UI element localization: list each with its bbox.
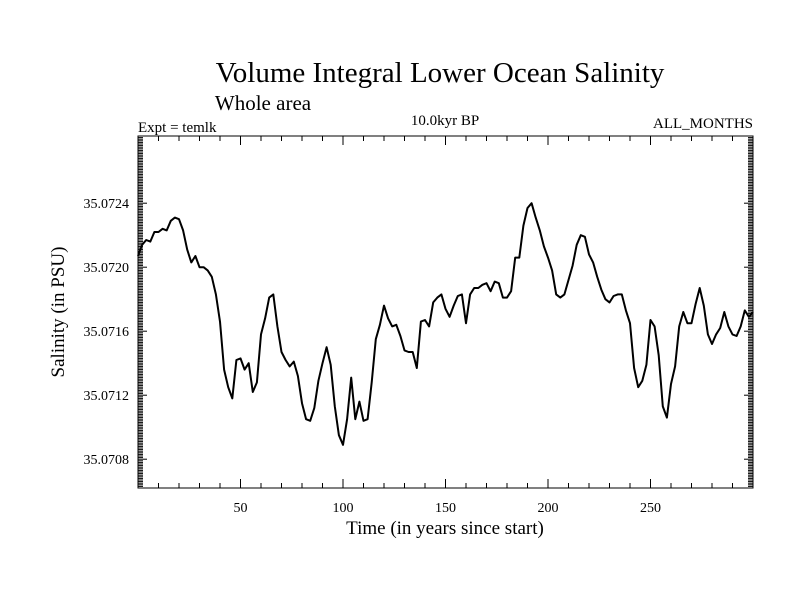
y-tick-label: 35.0724: [84, 197, 130, 212]
x-tick-label: 200: [538, 501, 559, 516]
y-tick-label: 35.0712: [84, 389, 130, 404]
y-axis-label: Salinity (in PSU): [48, 247, 69, 378]
tick-labels: 50 100 150 200 250 35.0708 35.0712 35.0716 35.07…: [84, 197, 662, 516]
experiment-label: Expt = temlk: [138, 120, 217, 136]
axis-ticks: [138, 135, 753, 489]
y-tick-label: 35.0708: [84, 453, 130, 468]
x-tick-label: 50: [234, 501, 248, 516]
period-label: 10.0kyr BP: [411, 113, 479, 129]
chart-title: Volume Integral Lower Ocean Salinity: [216, 57, 665, 89]
x-tick-label: 250: [640, 501, 661, 516]
y-tick-label: 35.0716: [84, 325, 130, 340]
y-tick-label: 35.0720: [84, 261, 130, 276]
plot-frame: [137, 135, 754, 489]
x-tick-label: 100: [333, 501, 354, 516]
salinity-line: [137, 202, 754, 446]
chart-subtitle: Whole area: [215, 91, 312, 115]
x-tick-label: 150: [435, 501, 456, 516]
x-axis-label: Time (in years since start): [346, 518, 544, 539]
months-label: ALL_MONTHS: [653, 116, 753, 132]
